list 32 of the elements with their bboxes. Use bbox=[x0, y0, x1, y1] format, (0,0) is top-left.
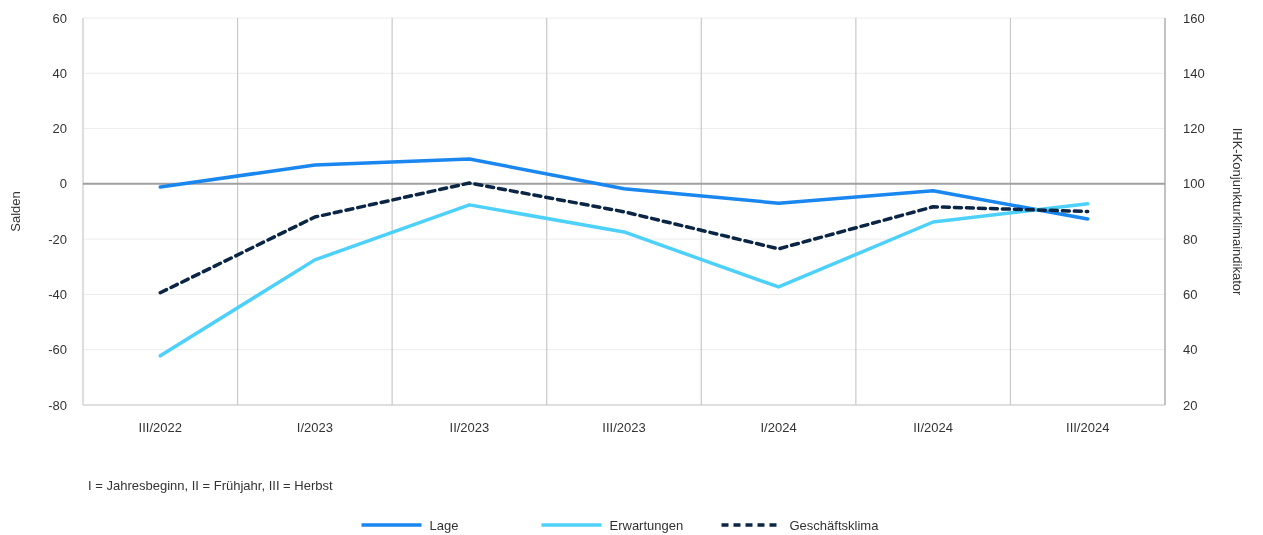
x-tick-label: II/2023 bbox=[449, 420, 490, 435]
y2-axis-title: IHK-Konjunkturklimaindikator bbox=[1230, 127, 1245, 296]
legend-label: Erwartungen bbox=[609, 517, 684, 533]
y2-tick-label: 120 bbox=[1183, 121, 1205, 137]
legend-label: Lage bbox=[429, 517, 459, 533]
y-tick-label: 20 bbox=[52, 121, 67, 137]
y2-tick-label: 80 bbox=[1183, 231, 1198, 247]
y-tick-label: 40 bbox=[52, 65, 67, 81]
y-tick-label: -20 bbox=[48, 231, 67, 247]
y2-tick-label: 20 bbox=[1183, 397, 1198, 413]
x-tick-label: III/2024 bbox=[1066, 420, 1110, 435]
x-tick-label: III/2022 bbox=[138, 420, 182, 435]
y-axis-title: Salden bbox=[8, 191, 23, 232]
legend-label: Geschäftsklima bbox=[789, 517, 880, 533]
y2-tick-label: 160 bbox=[1183, 10, 1205, 26]
x-tick-label: III/2023 bbox=[602, 420, 646, 435]
line-series bbox=[158, 181, 1090, 295]
y2-tick-label: 140 bbox=[1183, 65, 1205, 81]
y-tick-label: 60 bbox=[52, 10, 67, 26]
line-series bbox=[158, 157, 1090, 221]
y2-tick-label: 100 bbox=[1183, 176, 1205, 192]
x-tick-label: II/2024 bbox=[913, 420, 954, 435]
x-tick-label: I/2023 bbox=[296, 420, 333, 435]
y-tick-label: -40 bbox=[48, 286, 67, 302]
x-tick-label: I/2024 bbox=[760, 420, 797, 435]
y2-tick-label: 40 bbox=[1183, 342, 1198, 358]
y-tick-label: 0 bbox=[59, 176, 67, 192]
y-tick-label: -80 bbox=[48, 397, 67, 413]
line-series bbox=[158, 202, 1090, 358]
y-tick-label: -60 bbox=[48, 342, 67, 358]
text: I = Jahresbeginn, II = Frühjahr, III = Herbst bbox=[88, 478, 333, 493]
y2-tick-label: 60 bbox=[1183, 286, 1198, 302]
